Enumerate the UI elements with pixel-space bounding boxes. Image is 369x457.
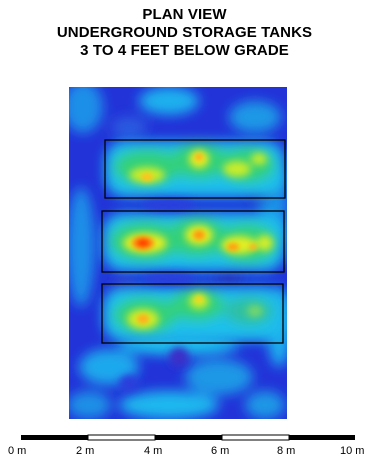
scale-bar: 0 m 2 m 4 m 6 m 8 m 10 m bbox=[8, 434, 364, 457]
title-line-depth: 3 TO 4 FEET BELOW GRADE bbox=[80, 42, 289, 59]
gpr-plan-view-map bbox=[69, 87, 287, 419]
tank-2-outline bbox=[101, 210, 285, 273]
scale-segment-0-2 bbox=[21, 435, 88, 440]
tank-1-peaks bbox=[141, 153, 203, 181]
scale-segment-2-4 bbox=[87, 434, 156, 441]
tank-3-peaks bbox=[137, 296, 203, 324]
scale-label-6m: 6 m bbox=[211, 445, 229, 457]
tank-2-peaks bbox=[132, 230, 257, 251]
scale-segment-8-10 bbox=[289, 435, 355, 440]
low-zone-accents bbox=[119, 199, 195, 391]
title-line-underground-storage-tanks: UNDERGROUND STORAGE TANKS bbox=[56, 24, 313, 41]
tank-1-anomaly bbox=[105, 141, 285, 197]
scale-label-2m: 2 m bbox=[76, 445, 94, 457]
scale-segment-4-6 bbox=[155, 435, 222, 440]
scale-label-0m: 0 m bbox=[8, 445, 26, 457]
tank-3-outline bbox=[101, 283, 284, 344]
scale-label-8m: 8 m bbox=[277, 445, 295, 457]
figure-title: PLAN VIEW UNDERGROUND STORAGE TANKS 3 TO… bbox=[0, 6, 369, 60]
tank-1-outline bbox=[104, 139, 286, 199]
scale-label-4m: 4 m bbox=[144, 445, 162, 457]
title-line-plan-view: PLAN VIEW bbox=[142, 6, 227, 23]
scale-label-10m: 10 m bbox=[340, 445, 364, 457]
scale-segment-6-8 bbox=[221, 434, 290, 441]
